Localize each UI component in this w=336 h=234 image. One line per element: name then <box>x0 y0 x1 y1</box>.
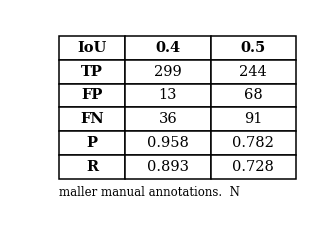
Text: 0.5: 0.5 <box>241 41 266 55</box>
Text: FN: FN <box>80 112 104 126</box>
Text: 0.4: 0.4 <box>155 41 180 55</box>
Bar <box>59 84 125 107</box>
Text: TP: TP <box>81 65 103 79</box>
Text: 0.958: 0.958 <box>147 136 189 150</box>
Bar <box>211 131 296 155</box>
Text: 0.782: 0.782 <box>232 136 274 150</box>
Bar <box>125 107 211 131</box>
Text: IoU: IoU <box>78 41 107 55</box>
Text: 68: 68 <box>244 88 263 102</box>
Bar <box>211 84 296 107</box>
Text: R: R <box>86 160 98 174</box>
Bar <box>59 155 125 179</box>
Bar <box>125 84 211 107</box>
Bar <box>125 155 211 179</box>
Text: 0.893: 0.893 <box>147 160 189 174</box>
Bar <box>59 107 125 131</box>
Text: 91: 91 <box>244 112 262 126</box>
Text: FP: FP <box>81 88 103 102</box>
Text: 299: 299 <box>154 65 182 79</box>
Text: 13: 13 <box>159 88 177 102</box>
Bar <box>59 60 125 84</box>
Bar <box>59 36 125 60</box>
Bar <box>211 60 296 84</box>
Bar <box>211 107 296 131</box>
Text: maller manual annotations.  N: maller manual annotations. N <box>59 186 240 199</box>
Bar <box>125 36 211 60</box>
Bar <box>59 131 125 155</box>
Text: P: P <box>87 136 97 150</box>
Text: 244: 244 <box>239 65 267 79</box>
Text: 0.728: 0.728 <box>232 160 274 174</box>
Text: 36: 36 <box>159 112 177 126</box>
Bar <box>125 60 211 84</box>
Bar <box>211 36 296 60</box>
Bar <box>125 131 211 155</box>
Bar <box>211 155 296 179</box>
